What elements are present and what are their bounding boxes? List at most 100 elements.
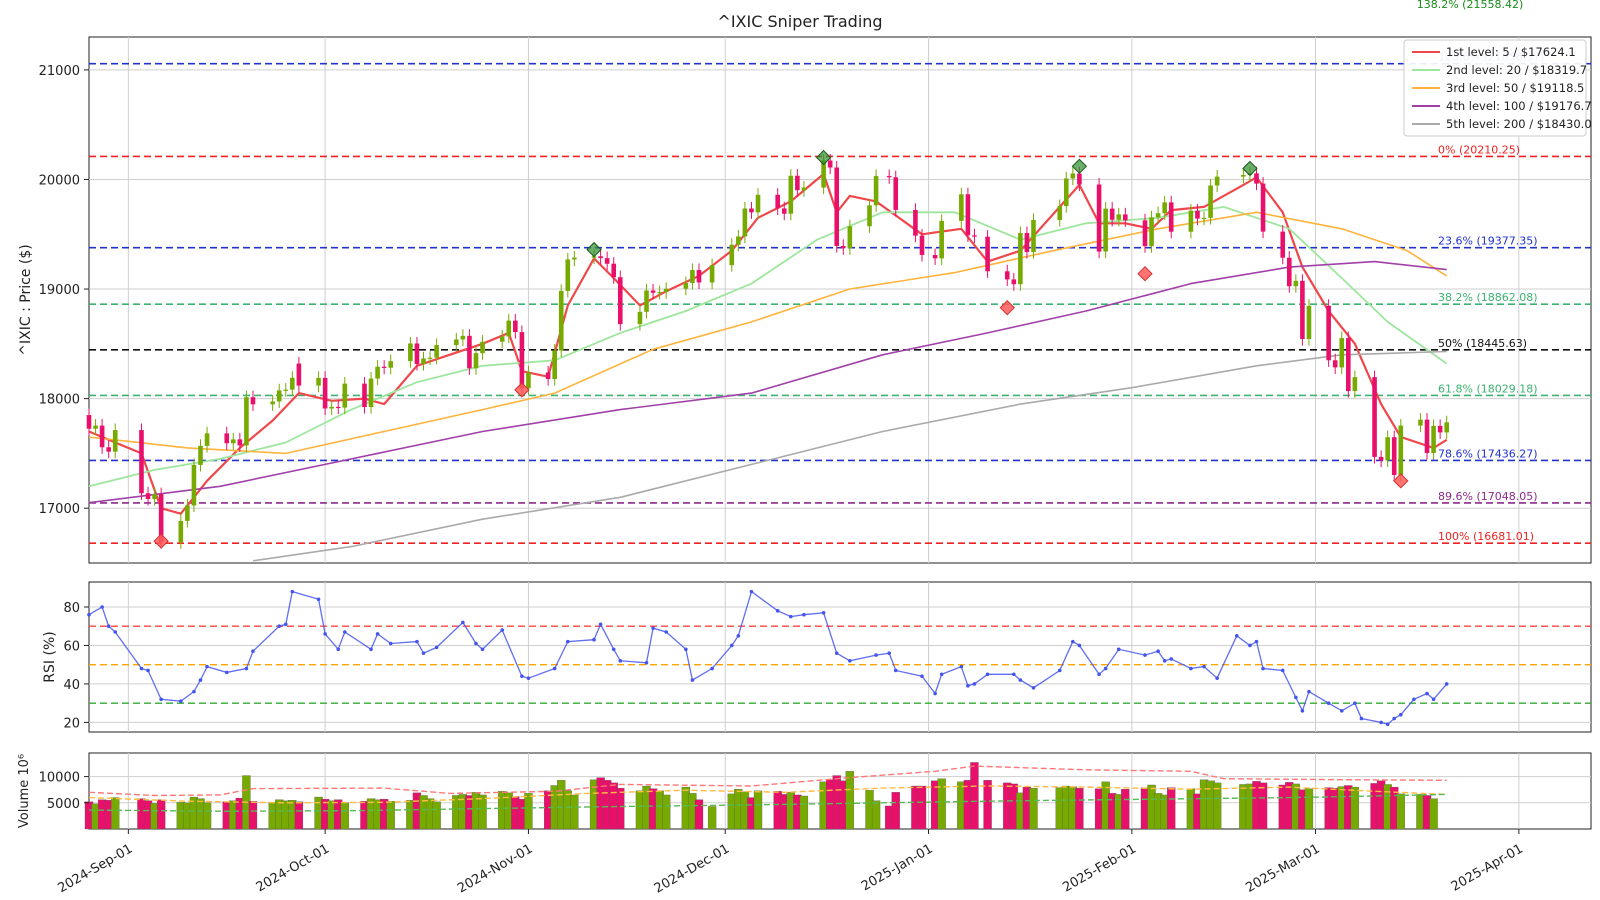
candle-body xyxy=(112,430,118,452)
candle-body xyxy=(158,494,164,543)
candle-body xyxy=(867,205,872,227)
candle-body xyxy=(513,320,518,333)
rsi-point xyxy=(1235,634,1239,638)
volume-moving-averages xyxy=(88,765,1447,812)
buy-marker xyxy=(999,299,1015,316)
rsi-point xyxy=(198,678,203,682)
candle xyxy=(513,314,518,339)
candle-body xyxy=(1116,214,1122,220)
candle xyxy=(1155,206,1161,224)
candle-body xyxy=(506,320,512,337)
candle xyxy=(1011,272,1017,291)
candle-body xyxy=(663,288,669,293)
sell-marker xyxy=(815,149,832,166)
candle xyxy=(867,198,872,233)
rsi-point xyxy=(1097,672,1101,677)
rsi-y-axis: 20 40 60 80 xyxy=(63,601,89,731)
candle-body xyxy=(106,447,111,452)
candle-body xyxy=(1293,280,1299,287)
candle xyxy=(1424,413,1430,460)
candle xyxy=(467,329,472,375)
rsi-point xyxy=(342,630,347,634)
fib-label: 61.8% (18029.18) xyxy=(1438,382,1538,395)
candle xyxy=(1031,213,1036,259)
candle xyxy=(237,432,243,452)
candle-body xyxy=(139,430,144,494)
candle-body xyxy=(230,439,236,444)
candle-body xyxy=(913,209,918,236)
candle xyxy=(985,230,990,278)
volume-bar xyxy=(524,793,533,830)
candle xyxy=(1162,195,1167,220)
volume-bar xyxy=(111,797,120,830)
candle xyxy=(1208,178,1213,225)
candle-body xyxy=(434,345,439,358)
candle xyxy=(93,419,98,436)
x-tick-label: 2025-Feb-01 xyxy=(1060,841,1139,895)
volume-bar xyxy=(970,762,979,830)
rsi-point xyxy=(1398,712,1403,717)
fib-label: 100% (16681.01) xyxy=(1438,530,1534,543)
legend-label: 2nd level: 20 / $18319.7 xyxy=(1446,63,1587,77)
rsi-point xyxy=(821,610,826,615)
sell-marker xyxy=(1242,160,1258,177)
x-tick-label: 2024-Oct-01 xyxy=(254,841,332,895)
candle xyxy=(972,228,977,244)
rsi-point xyxy=(1412,697,1416,702)
rsi-point xyxy=(887,651,891,655)
x-tick-label: 2024-Dec-01 xyxy=(652,841,732,896)
candle xyxy=(408,336,413,368)
rsi-line xyxy=(88,590,1448,726)
candle xyxy=(381,360,387,375)
fib-label: 23.6% (19377.35) xyxy=(1438,235,1538,248)
candle xyxy=(139,423,144,500)
candle xyxy=(1332,353,1338,374)
volume-bar xyxy=(799,795,809,830)
candle xyxy=(414,336,420,371)
candle xyxy=(473,346,479,375)
signal-markers xyxy=(153,149,1409,549)
rsi-point xyxy=(972,682,977,686)
candle-body xyxy=(552,350,557,380)
candle xyxy=(342,377,348,415)
candle-body xyxy=(1063,178,1069,207)
price-tick-label: 18000 xyxy=(39,393,80,408)
candle-body xyxy=(414,343,420,364)
candle-body xyxy=(375,366,380,379)
candle-body xyxy=(93,425,98,429)
rsi-point xyxy=(1202,664,1206,669)
volume-bar xyxy=(871,800,881,830)
volume-bar xyxy=(753,790,763,830)
candle xyxy=(250,390,256,411)
candle xyxy=(572,251,577,267)
rsi-point xyxy=(618,659,623,663)
candle-body xyxy=(1195,210,1200,219)
candle xyxy=(1096,177,1102,259)
buy-marker xyxy=(514,382,530,398)
rsi-point xyxy=(323,632,327,636)
candle-body xyxy=(1103,208,1108,252)
candle xyxy=(421,351,426,371)
rsi-point xyxy=(1300,709,1305,713)
candle xyxy=(840,239,846,255)
rsi-point xyxy=(651,626,655,630)
x-axis: 2024-Sep-01 2024-Oct-01 2024-Nov-01 2024-De… xyxy=(56,829,1526,897)
candle-body xyxy=(985,236,990,272)
candle-body xyxy=(1372,377,1377,457)
candle-body xyxy=(145,493,151,500)
rsi-point xyxy=(179,699,183,704)
candle-body xyxy=(1031,220,1036,253)
candle xyxy=(657,285,662,300)
price-tick-label: 20000 xyxy=(39,173,80,188)
candle xyxy=(1260,177,1266,239)
candle xyxy=(1123,207,1128,227)
rsi-point xyxy=(415,639,419,644)
candle-body xyxy=(742,208,748,237)
candle xyxy=(1352,370,1358,398)
candle-body xyxy=(99,425,105,448)
rsi-point xyxy=(1326,701,1331,705)
candle-body xyxy=(801,187,807,191)
candle xyxy=(106,440,111,459)
rsi-point xyxy=(1248,643,1252,648)
candle xyxy=(322,371,328,416)
